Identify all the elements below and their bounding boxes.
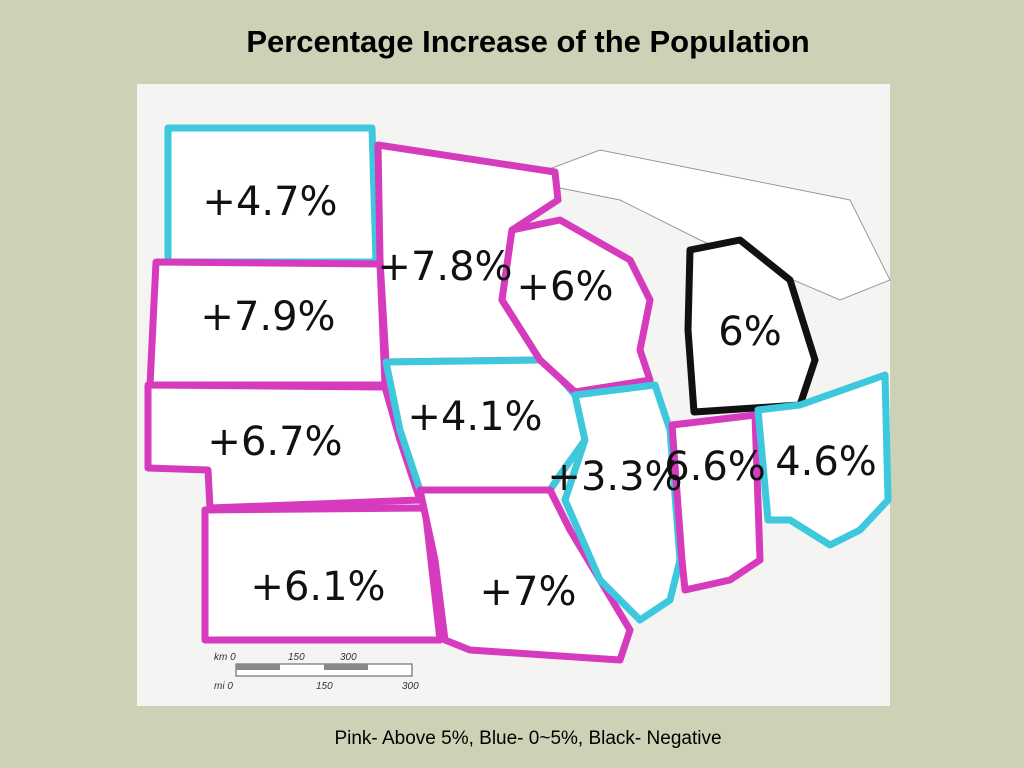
region-label: 4.6% — [775, 439, 877, 485]
region-label: +6.7% — [207, 419, 342, 465]
region-labels: +4.7% +7.9% +6.7% +6.1% +7.8% +4.1% +6% … — [200, 179, 876, 615]
slide-title: Percentage Increase of the Population — [246, 24, 809, 59]
region-label: +6% — [517, 264, 614, 310]
states — [144, 124, 892, 664]
scale-label: 300 — [402, 681, 419, 692]
kansas — [201, 504, 444, 644]
scale-bar-segment — [236, 664, 280, 670]
scale-label: 150 — [316, 681, 333, 692]
nebraska — [144, 381, 424, 512]
scale-label: 150 — [288, 652, 305, 663]
missouri — [416, 486, 634, 664]
wisconsin — [498, 216, 654, 396]
region-label: 6% — [718, 309, 781, 355]
scale-label: 300 — [340, 652, 357, 663]
lake-superior — [518, 149, 891, 301]
region-label: +4.7% — [202, 179, 337, 225]
region-label: 6.6% — [664, 444, 766, 490]
region-label: +7.9% — [200, 294, 335, 340]
scale-bar: km 0 150 300 mi 0 150 300 — [214, 652, 419, 692]
region-label: +7.8% — [377, 244, 512, 290]
region-label: +4.1% — [407, 394, 542, 440]
scale-label: mi 0 — [214, 681, 233, 692]
illinois — [561, 381, 684, 624]
indiana — [668, 411, 764, 594]
scale-bar-segment — [324, 664, 368, 670]
region-label: +3.3% — [547, 454, 682, 500]
region-label: +7% — [480, 569, 577, 615]
ohio — [754, 371, 892, 549]
scale-label: km 0 — [214, 652, 236, 663]
region-label: +6.1% — [250, 564, 385, 610]
caption: Pink- Above 5%, Blue- 0~5%, Black- Negat… — [334, 728, 721, 749]
michigan — [684, 236, 819, 416]
